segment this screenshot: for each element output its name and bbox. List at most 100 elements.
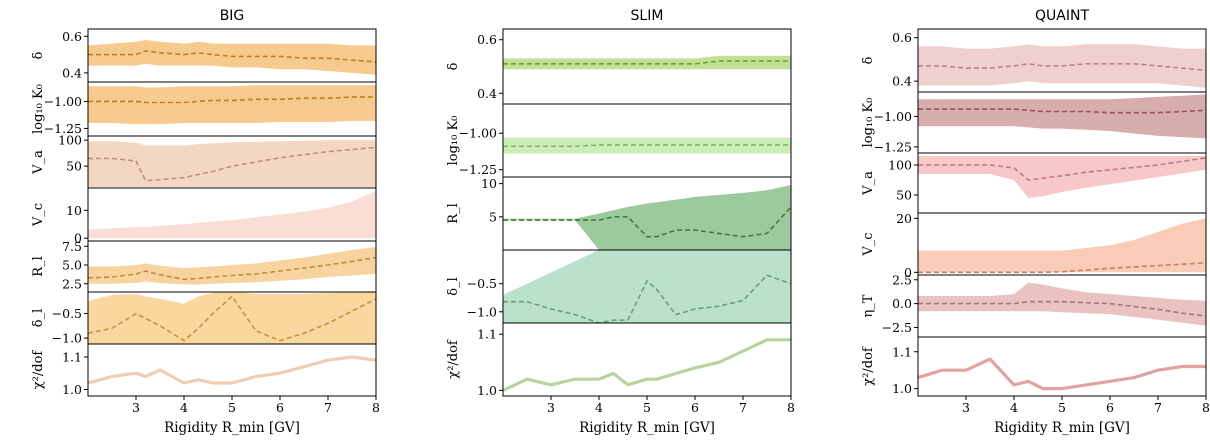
- y-tick-label: 2.5: [892, 272, 912, 287]
- subplot: 2.5 5.0 7.5 R_l: [31, 239, 377, 293]
- subplot: 1.0 1.1 χ²/dof: [31, 343, 377, 397]
- series-line: [503, 274, 791, 323]
- x-tick-label: 8: [372, 400, 380, 415]
- x-tick-label: 5: [643, 400, 651, 415]
- series-line: [88, 50, 376, 63]
- y-tick-label: 0.4: [892, 74, 912, 89]
- series-line: [918, 357, 1206, 391]
- subplot-plot-area: [918, 357, 1206, 391]
- x-tick-label: 4: [1010, 400, 1018, 415]
- y-tick-label: 50: [896, 188, 912, 203]
- subplot-plot-area: [503, 55, 791, 70]
- y-axis-label: V_a: [31, 150, 46, 175]
- subplot: 0.4 0.6 δ: [861, 28, 1207, 93]
- x-tick-label: 5: [228, 400, 236, 415]
- confidence-band: [918, 282, 1206, 326]
- y-tick-label: −2.5: [882, 320, 912, 335]
- y-tick-label: −1.25: [459, 162, 497, 177]
- subplot-plot-area: [88, 247, 376, 285]
- y-axis-label: δ_l: [31, 309, 46, 327]
- series-line: [918, 62, 1206, 72]
- chart-title: QUAINT: [1035, 8, 1089, 24]
- x-axis-label: Rigidity R_min [GV]: [164, 420, 300, 436]
- subplot: −0.5 −1.0 δ_l: [31, 291, 377, 346]
- series-line: [918, 157, 1206, 181]
- confidence-band: [88, 140, 376, 187]
- y-axis-label: δ: [446, 62, 461, 70]
- y-tick-label: 10: [66, 203, 82, 218]
- subplot: 1.0 1.1 χ²/dof: [861, 336, 1207, 397]
- y-tick-label: −1.00: [459, 126, 497, 141]
- x-tick-label: 6: [276, 400, 284, 415]
- y-tick-label: −1.25: [44, 121, 82, 136]
- y-axis-label: log₁₀ K₀: [446, 116, 461, 166]
- x-tick-label: 7: [1154, 400, 1162, 415]
- subplot: −0.5 −1.0 δ_l: [446, 249, 792, 324]
- subplot: 0.4 0.6 δ: [446, 28, 792, 105]
- series-line: [88, 96, 376, 104]
- confidence-band: [918, 156, 1206, 198]
- subplot-plot-area: [918, 94, 1206, 139]
- x-tick-label: 8: [787, 400, 795, 415]
- confidence-band: [918, 218, 1206, 273]
- subplot-plot-area: [503, 250, 791, 323]
- confidence-band: [503, 55, 791, 70]
- confidence-band: [88, 85, 376, 125]
- x-tick-label: 3: [962, 400, 970, 415]
- series-line: [918, 300, 1206, 317]
- y-tick-label: 0.6: [892, 30, 912, 45]
- subplot-plot-area: [88, 292, 376, 344]
- series-line: [918, 262, 1206, 274]
- y-tick-label: 1.0: [62, 382, 82, 397]
- subplot: 0 10 V_c: [31, 187, 377, 246]
- subplot-frame: [87, 343, 377, 397]
- confidence-band: [503, 250, 791, 323]
- subplot: 0 20 V_c: [861, 211, 1207, 280]
- y-axis-label: log₁₀ K₀: [31, 84, 46, 134]
- y-tick-label: −1.00: [44, 94, 82, 109]
- y-tick-label: 100: [888, 158, 912, 173]
- y-tick-label: −1.0: [467, 304, 497, 319]
- x-tick-label: 3: [132, 400, 140, 415]
- chart-title: SLIM: [631, 8, 664, 24]
- y-tick-label: 0.0: [892, 296, 912, 311]
- subplot-plot-area: [918, 44, 1206, 88]
- series-line: [918, 108, 1206, 114]
- y-tick-label: 7.5: [62, 239, 82, 254]
- subplot-plot-area: [918, 218, 1206, 274]
- series-line: [88, 295, 376, 342]
- y-axis-label: δ: [861, 56, 876, 64]
- y-axis-label: V_a: [861, 171, 876, 196]
- confidence-band: [88, 40, 376, 75]
- series-line: [88, 355, 376, 385]
- subplot-plot-area: [503, 137, 791, 154]
- x-axis-label: Rigidity R_min [GV]: [994, 420, 1130, 436]
- y-axis-label: η_T: [861, 294, 876, 317]
- series-line: [88, 256, 376, 281]
- y-axis-label: V_c: [31, 203, 46, 227]
- x-tick-label: 8: [1202, 400, 1210, 415]
- x-tick-label: 4: [595, 400, 603, 415]
- y-axis-label: V_c: [861, 232, 876, 256]
- y-tick-label: −1.0: [52, 331, 82, 346]
- y-tick-label: 10: [481, 176, 497, 191]
- subplot: 2.5 0.0 −2.5 η_T: [861, 272, 1207, 338]
- y-tick-label: 5.0: [62, 258, 82, 273]
- subplot-plot-area: [88, 40, 376, 75]
- subplot-plot-area: [88, 355, 376, 385]
- y-tick-label: 1.1: [62, 350, 82, 365]
- y-tick-label: −0.5: [52, 306, 82, 321]
- y-tick-label: 1.0: [477, 383, 497, 398]
- confidence-band: [503, 185, 791, 250]
- y-tick-label: −1.25: [874, 139, 912, 154]
- confidence-band: [88, 190, 376, 239]
- subplot: 1.0 1.1 χ²/dof: [446, 322, 792, 398]
- subplot-plot-area: [88, 140, 376, 187]
